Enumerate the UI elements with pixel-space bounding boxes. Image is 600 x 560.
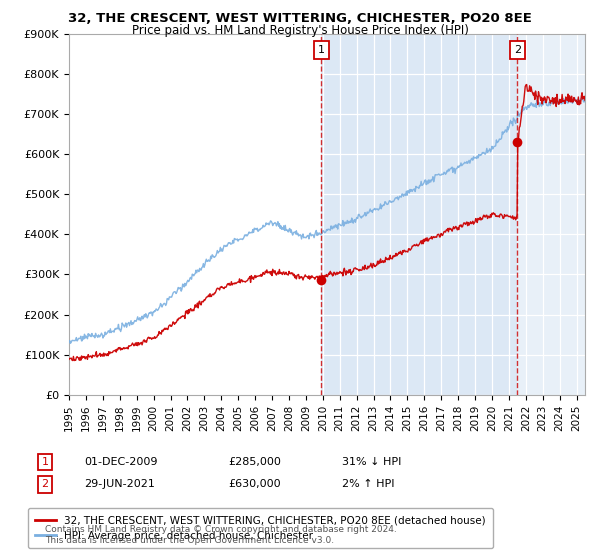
Text: Contains HM Land Registry data © Crown copyright and database right 2024.
This d: Contains HM Land Registry data © Crown c… bbox=[45, 525, 397, 545]
Bar bbox=[517, 34, 585, 395]
Text: 01-DEC-2009: 01-DEC-2009 bbox=[84, 457, 157, 467]
Text: 2% ↑ HPI: 2% ↑ HPI bbox=[342, 479, 395, 489]
Text: £285,000: £285,000 bbox=[228, 457, 281, 467]
Text: 31% ↓ HPI: 31% ↓ HPI bbox=[342, 457, 401, 467]
Text: 1: 1 bbox=[41, 457, 49, 467]
Text: £630,000: £630,000 bbox=[228, 479, 281, 489]
Text: 1: 1 bbox=[318, 45, 325, 55]
Legend: 32, THE CRESCENT, WEST WITTERING, CHICHESTER, PO20 8EE (detached house), HPI: Av: 32, THE CRESCENT, WEST WITTERING, CHICHE… bbox=[28, 508, 493, 548]
Text: Price paid vs. HM Land Registry's House Price Index (HPI): Price paid vs. HM Land Registry's House … bbox=[131, 24, 469, 36]
Text: 32, THE CRESCENT, WEST WITTERING, CHICHESTER, PO20 8EE: 32, THE CRESCENT, WEST WITTERING, CHICHE… bbox=[68, 12, 532, 25]
Bar bbox=[322, 34, 517, 395]
Text: 2: 2 bbox=[41, 479, 49, 489]
Text: 29-JUN-2021: 29-JUN-2021 bbox=[84, 479, 155, 489]
Bar bbox=[69, 34, 322, 395]
Text: 2: 2 bbox=[514, 45, 521, 55]
